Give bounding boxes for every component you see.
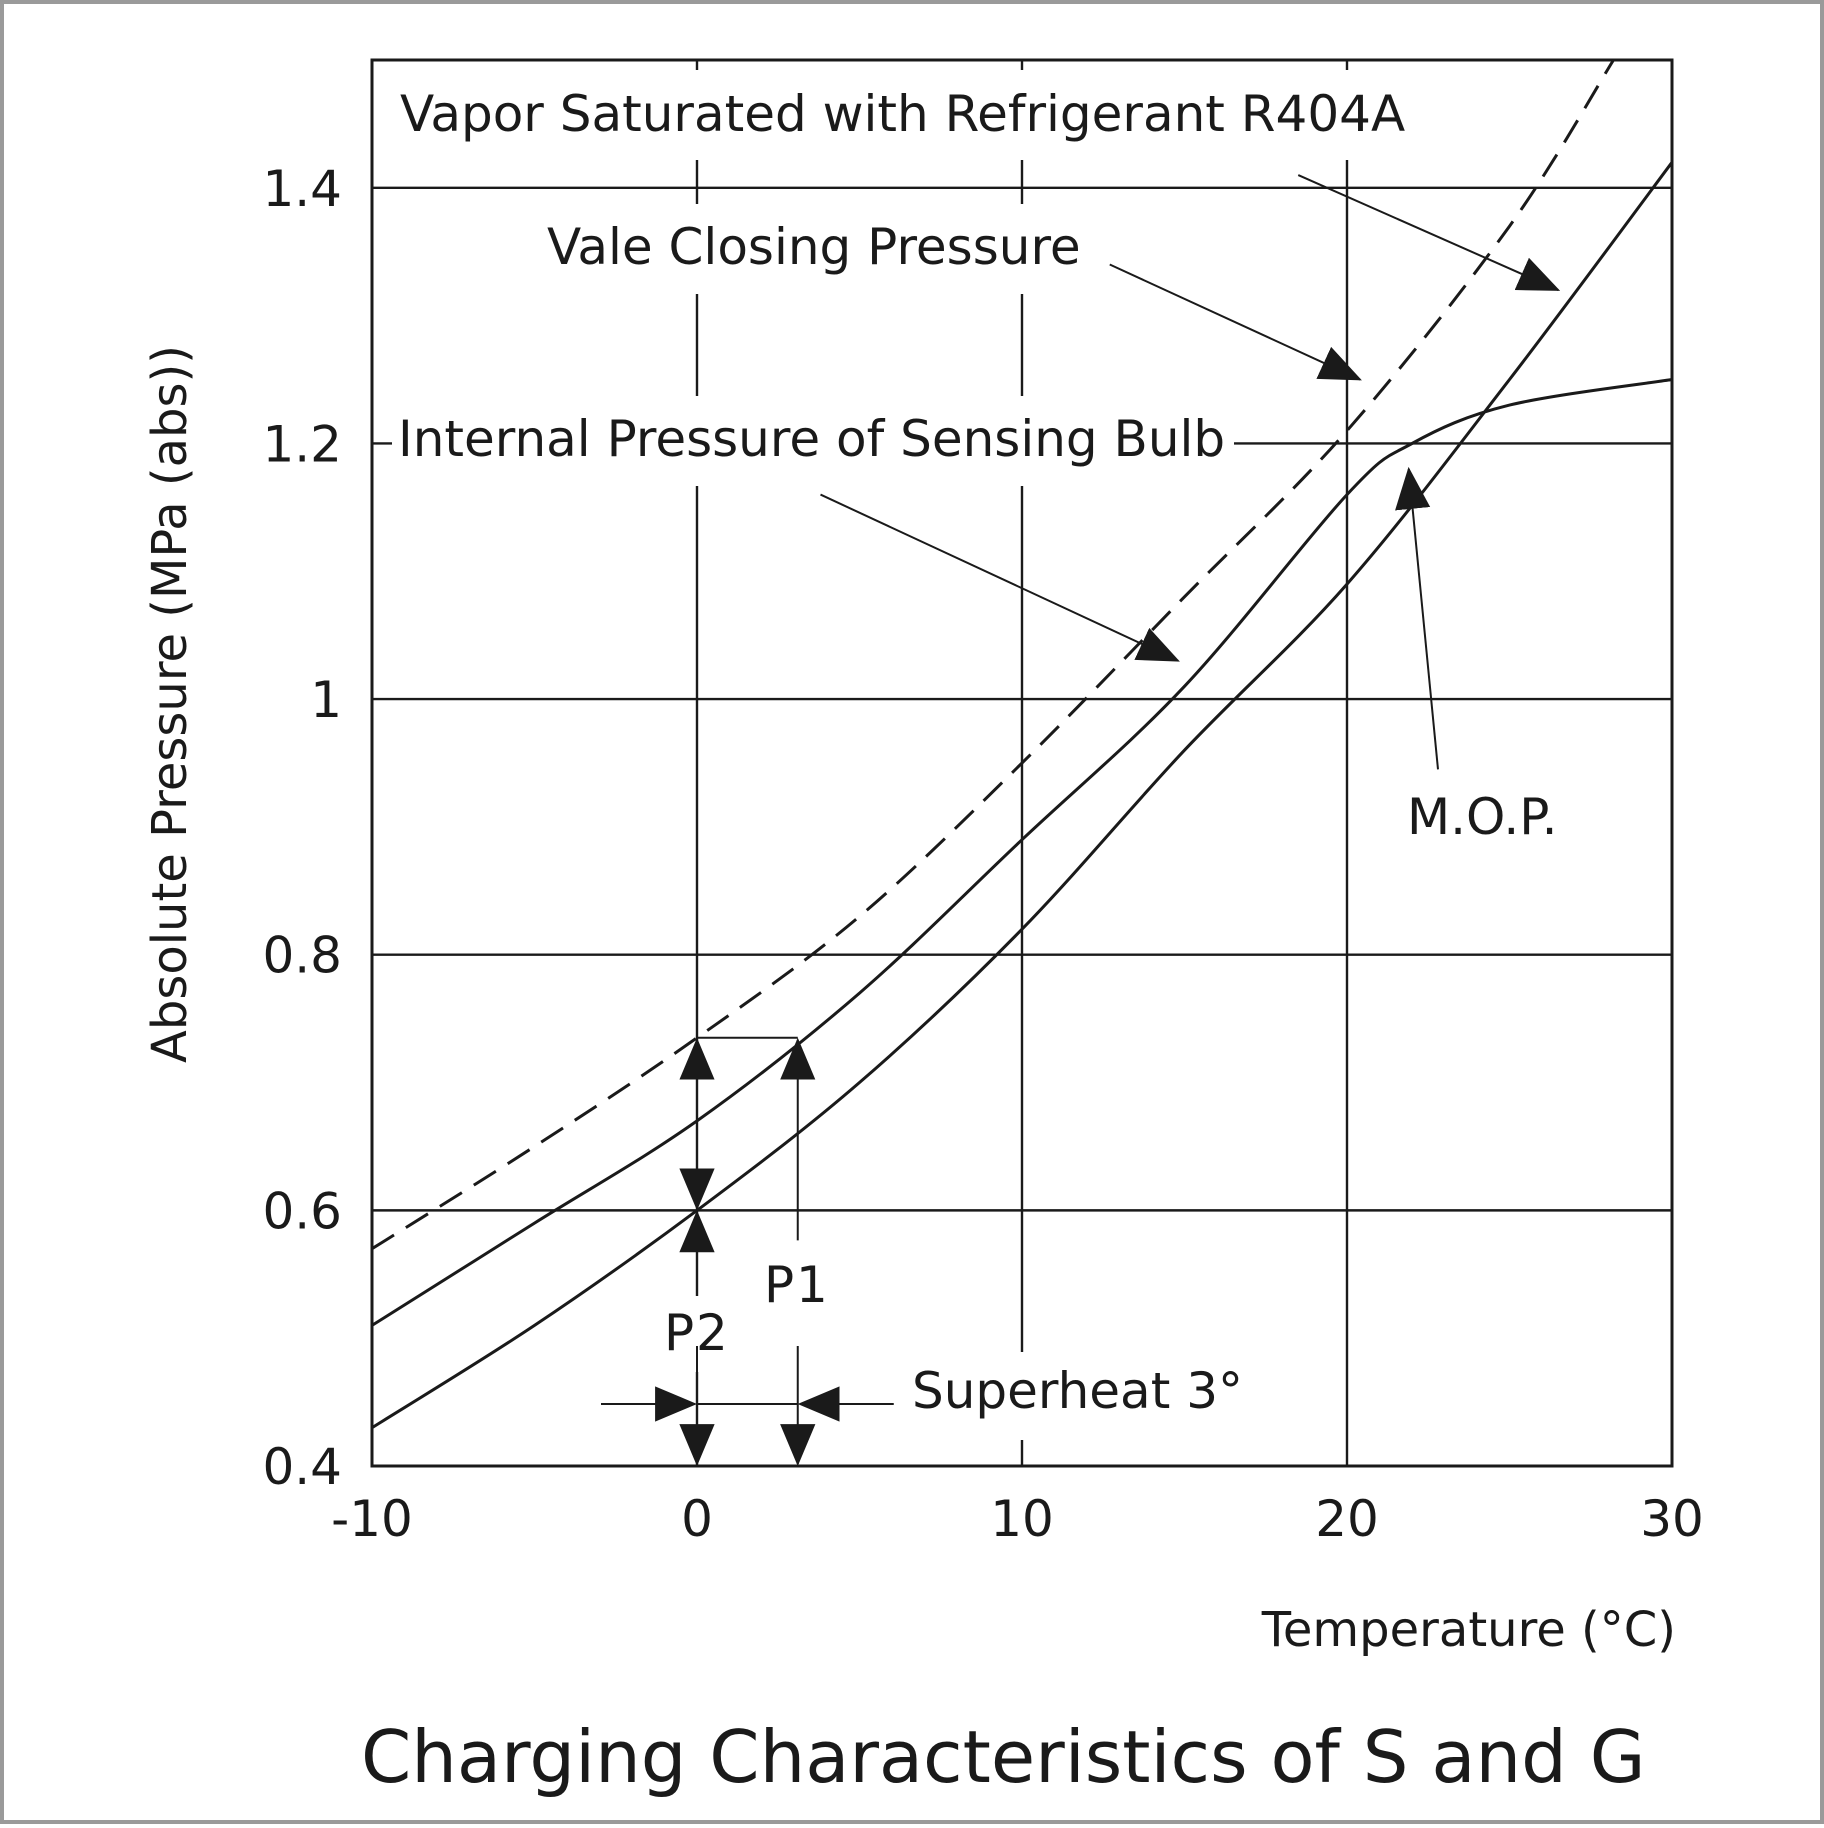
label-backdrop (396, 70, 1536, 160)
x-tick-label: 0 (681, 1490, 713, 1548)
y-tick-label: 0.6 (262, 1182, 342, 1240)
label-backdrop (758, 1246, 830, 1320)
y-tick-label: 0.8 (262, 927, 342, 985)
mop-leader-arrow (1395, 466, 1439, 770)
y-tick-label: 1.2 (262, 415, 342, 473)
x-tick-label: 30 (1640, 1490, 1704, 1548)
x-tick-label: 20 (1315, 1490, 1379, 1548)
p2-label: P (664, 1304, 694, 1362)
sensing-bulb-curve (371, 378, 1673, 1327)
x-axis-label: Temperature (°C) (1261, 1602, 1676, 1658)
y-tick-label: 1 (310, 671, 342, 729)
y-tick-label: 0.4 (262, 1438, 342, 1496)
sensing-bulb-leader-arrow (820, 493, 1180, 662)
sensing-bulb-label: Internal Pressure of Sensing Bulb (398, 410, 1225, 468)
valve-closing-leader-arrow (1109, 263, 1362, 381)
p2-subscript: 2 (696, 1304, 728, 1362)
mop-label: M.O.P. (1407, 788, 1558, 846)
y-axis-label: Absolute Pressure (MPa (abs)) (142, 345, 198, 1063)
valve-closing-curve (371, 59, 1615, 1250)
label-backdrop (392, 396, 1234, 486)
chart-title: Charging Characteristics of S and G (361, 1715, 1646, 1799)
p1-label: P (764, 1256, 794, 1314)
x-tick-label: 10 (990, 1490, 1054, 1548)
label-backdrop (1394, 778, 1584, 866)
vapor-saturated-curve (371, 161, 1674, 1429)
vapor-saturated-label: Vapor Saturated with Refrigerant R404A (400, 85, 1405, 143)
p1-subscript: 1 (796, 1256, 828, 1314)
label-backdrop (536, 204, 1098, 294)
superheat-label: Superheat 3° (912, 1362, 1243, 1420)
vapor-saturated-leader-arrow (1297, 174, 1561, 291)
pressure-temperature-chart: -10 0 10 20 30 0.4 0.6 0.8 1 1.2 1.4 Vapor Saturate… (142, 58, 1704, 1799)
y-tick-label: 1.4 (262, 160, 342, 218)
valve-closing-label: Vale Closing Pressure (547, 218, 1081, 276)
label-backdrop (906, 1352, 1286, 1440)
plot-border (370, 58, 1674, 1468)
x-tick-label: -10 (331, 1490, 413, 1548)
